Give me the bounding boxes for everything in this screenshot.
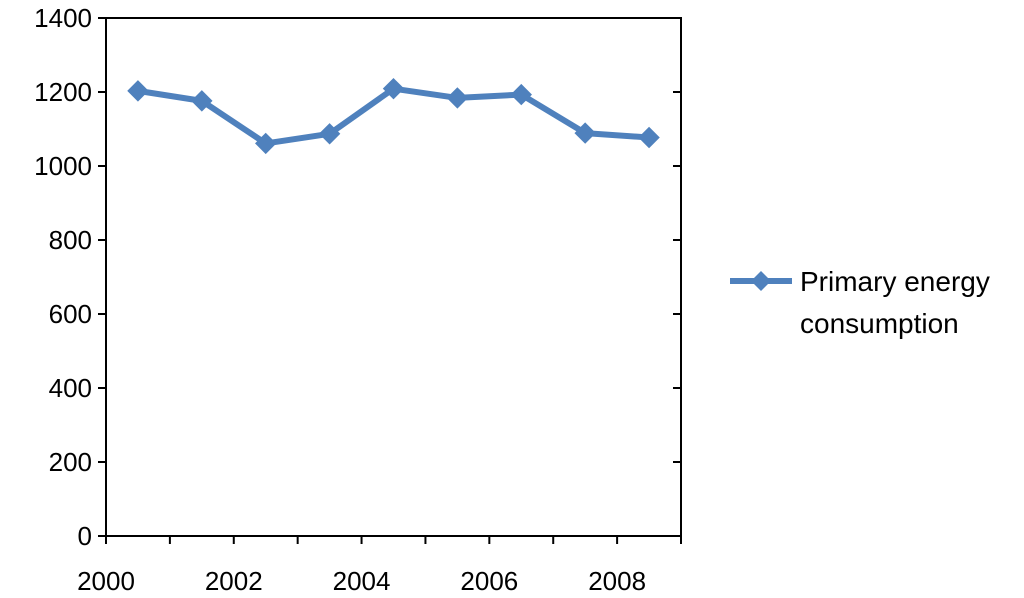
legend-marker-diamond (751, 271, 771, 291)
x-tick-label: 2000 (77, 566, 135, 596)
legend-label-line-1: Primary energy (800, 266, 990, 297)
data-point (446, 87, 469, 109)
y-tick-label: 1000 (34, 151, 92, 181)
data-point (127, 80, 149, 102)
y-tick-label: 600 (49, 299, 92, 329)
y-tick-label: 1200 (34, 77, 92, 107)
x-axis: 2000 2002 2004 2006 2008 (77, 536, 682, 596)
data-point (318, 123, 341, 145)
y-tick-label: 200 (49, 447, 92, 477)
y-axis: 0 200 400 600 800 1000 1200 1400 (34, 3, 681, 551)
x-tick-label: 2006 (460, 566, 518, 596)
y-tick-label: 0 (78, 521, 92, 551)
data-point (191, 90, 213, 112)
x-tick-label: 2002 (205, 566, 263, 596)
data-point (382, 77, 405, 100)
y-tick-label: 400 (49, 373, 92, 403)
x-tick-label: 2004 (333, 566, 391, 596)
data-point (255, 132, 277, 155)
x-tick-label: 2008 (588, 566, 646, 596)
data-point (574, 122, 596, 144)
y-tick-label: 800 (49, 225, 92, 255)
y-tick-label: 1400 (34, 3, 92, 33)
legend: Primary energy consumption (730, 266, 990, 339)
data-point (510, 83, 532, 106)
data-point (638, 126, 660, 149)
series-layer (127, 77, 660, 155)
legend-label-line-2: consumption (800, 308, 959, 339)
